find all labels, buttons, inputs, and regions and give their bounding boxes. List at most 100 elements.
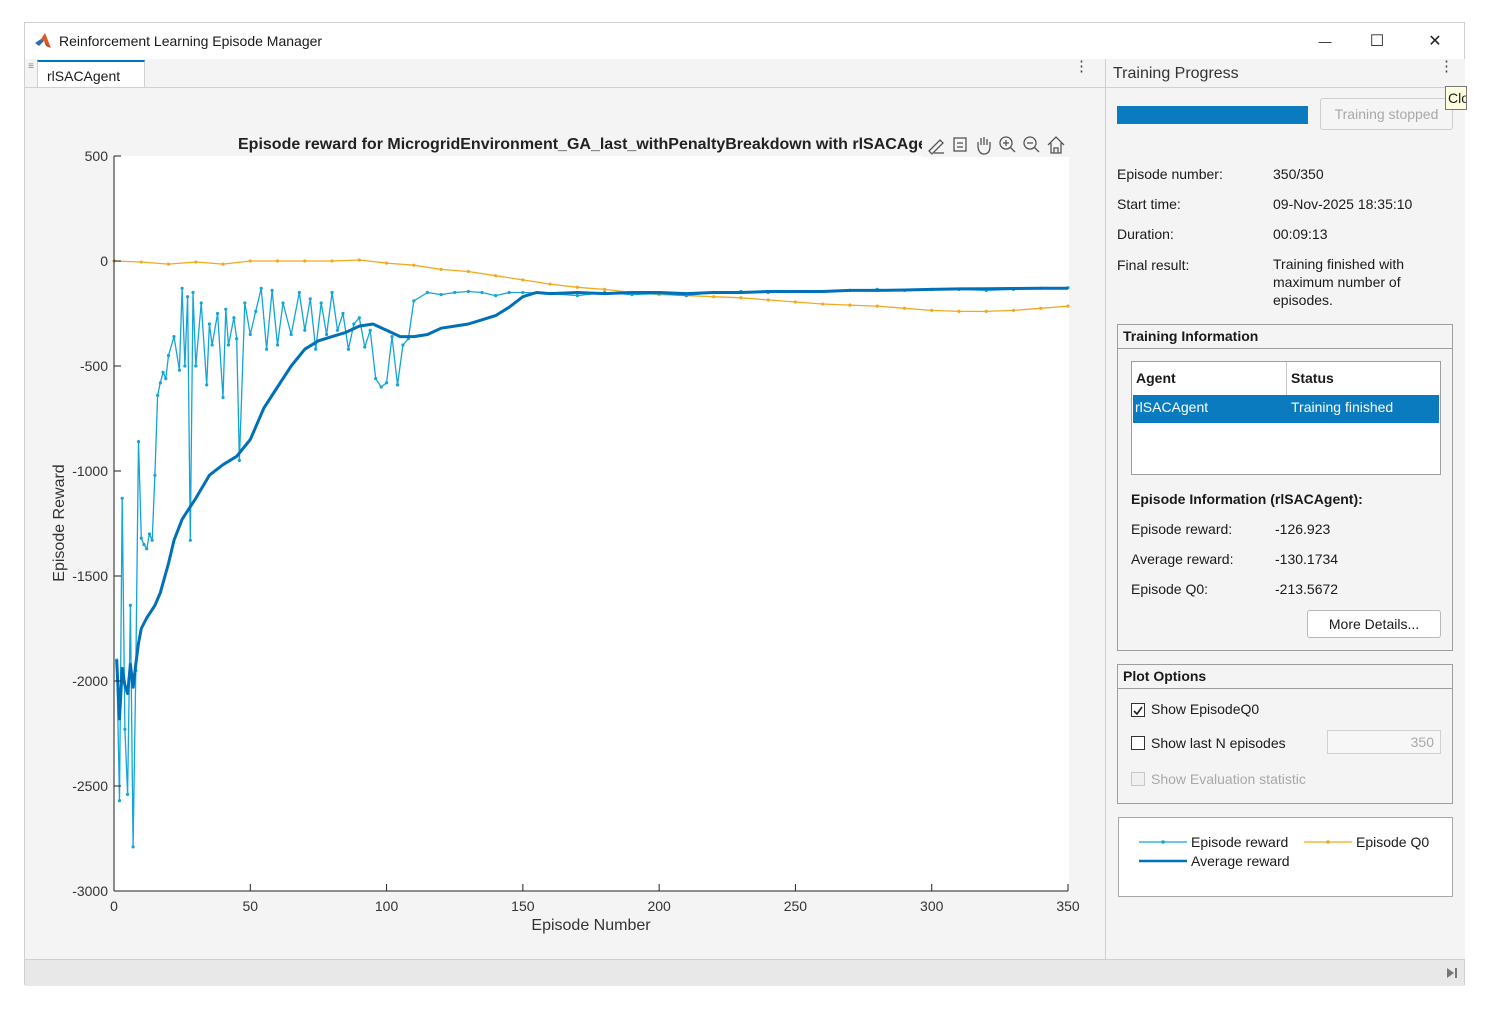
- show-evaluation-checkbox[interactable]: [1131, 772, 1145, 786]
- close-button[interactable]: ✕: [1412, 23, 1458, 59]
- episode-reward-chart[interactable]: Episode reward for MicrogridEnvironment_…: [25, 88, 1105, 959]
- point-episode-reward: [494, 294, 498, 298]
- point-episode-reward: [221, 395, 225, 400]
- duration-value: 00:09:13: [1273, 226, 1328, 242]
- table-row[interactable]: rlSACAgent Training finished: [1133, 395, 1439, 423]
- axes-toolbar[interactable]: [928, 136, 1065, 155]
- point-episode-reward: [145, 547, 149, 551]
- plot-legend: Episode reward Episode Q0 Average reward: [1118, 817, 1453, 897]
- pan-icon[interactable]: [977, 137, 991, 155]
- point-episode-reward: [147, 532, 152, 536]
- legend-episode-reward-text: Episode reward: [1191, 834, 1288, 850]
- point-episode-reward: [235, 337, 239, 341]
- point-episode-q0: [793, 300, 798, 304]
- maximize-icon: ☐: [1369, 33, 1385, 50]
- point-episode-reward: [308, 297, 312, 301]
- legend-episode-q0-marker: [1326, 840, 1330, 844]
- point-episode-reward: [453, 290, 457, 295]
- tab-rlsacagent[interactable]: rlSACAgent: [37, 60, 145, 87]
- point-episode-q0: [275, 259, 280, 263]
- brush-icon[interactable]: [928, 139, 944, 155]
- point-episode-q0: [466, 269, 470, 274]
- axes-background: [114, 156, 1069, 891]
- point-episode-reward: [153, 473, 157, 477]
- tab-label: rlSACAgent: [47, 68, 121, 84]
- agent-status-table[interactable]: Agent Status rlSACAgent Training finishe…: [1131, 361, 1441, 475]
- maximize-button[interactable]: ☐: [1354, 23, 1400, 59]
- plot-options-group: Plot Options Show EpisodeQ0 Show last N …: [1117, 664, 1453, 804]
- panel-divider[interactable]: [1105, 59, 1106, 985]
- agent-column-header[interactable]: Agent: [1132, 362, 1287, 395]
- point-episode-q0: [984, 309, 988, 313]
- show-episodeq0-checkbox[interactable]: [1131, 703, 1145, 717]
- point-episode-reward: [226, 343, 231, 347]
- x-axis-label: Episode Number: [531, 917, 651, 934]
- average-reward-value: -130.1734: [1275, 551, 1339, 567]
- point-episode-q0: [194, 260, 198, 264]
- title-bar[interactable]: Reinforcement Learning Episode Manager —…: [25, 23, 1464, 59]
- point-episode-q0: [957, 309, 961, 313]
- point-episode-q0: [875, 304, 879, 308]
- point-episode-reward: [139, 536, 143, 540]
- point-episode-reward: [254, 309, 258, 313]
- chart-title: Episode reward for MicrogridEnvironment_…: [238, 136, 927, 153]
- point-episode-reward: [480, 290, 484, 295]
- start-time-value: 09-Nov-2025 18:35:10: [1273, 196, 1413, 212]
- episode-number-value: 350/350: [1273, 166, 1324, 182]
- show-episodeq0-label[interactable]: Show EpisodeQ0: [1151, 701, 1260, 717]
- start-time-label: Start time:: [1117, 196, 1181, 212]
- point-episode-reward: [248, 332, 252, 337]
- tab-menu-kebab-icon[interactable]: ⋮: [1074, 58, 1089, 75]
- panel-title: Training Progress: [1113, 65, 1239, 82]
- point-episode-reward: [194, 364, 198, 368]
- point-episode-reward: [210, 343, 214, 347]
- point-episode-reward: [161, 370, 165, 374]
- zoom-out-icon[interactable]: [1023, 136, 1040, 153]
- more-details-button[interactable]: More Details...: [1307, 610, 1441, 638]
- point-episode-reward: [384, 381, 389, 385]
- point-episode-reward: [166, 353, 171, 358]
- training-progress-panel: Training Progress ⋮ Training stopped Epi…: [1106, 59, 1465, 959]
- average-reward-label: Average reward:: [1131, 551, 1234, 567]
- point-episode-reward: [270, 288, 274, 292]
- legend-average-reward-text: Average reward: [1191, 853, 1290, 869]
- plot-options-heading: Plot Options: [1123, 668, 1207, 684]
- last-n-episodes-field[interactable]: 350: [1327, 730, 1441, 754]
- point-episode-reward: [131, 845, 135, 849]
- episode-number-label: Episode number:: [1117, 166, 1223, 182]
- show-last-n-checkbox[interactable]: [1131, 736, 1145, 750]
- stop-training-button[interactable]: Training stopped: [1320, 98, 1453, 130]
- duration-label: Duration:: [1117, 226, 1174, 242]
- point-episode-reward: [335, 328, 340, 332]
- zoom-in-icon[interactable]: [999, 136, 1016, 153]
- panel-menu-kebab-icon[interactable]: ⋮: [1439, 58, 1454, 75]
- final-result-label: Final result:: [1117, 257, 1190, 273]
- home-icon[interactable]: [1047, 136, 1065, 154]
- point-episode-q0: [1039, 306, 1043, 310]
- show-last-n-label[interactable]: Show last N episodes: [1151, 735, 1286, 751]
- point-episode-reward: [136, 440, 141, 444]
- point-episode-reward: [265, 347, 269, 351]
- datatip-icon[interactable]: [953, 137, 967, 152]
- series-line-average-reward: [115, 286, 1068, 721]
- point-episode-q0: [902, 306, 907, 310]
- training-information-header: Training Information: [1118, 325, 1452, 349]
- point-episode-reward: [412, 299, 416, 303]
- expand-panel-icon[interactable]: [1446, 967, 1458, 979]
- point-episode-reward: [289, 332, 293, 337]
- point-episode-reward: [401, 343, 405, 347]
- checkmark-icon: [1133, 706, 1143, 716]
- point-episode-q0: [848, 303, 852, 307]
- point-episode-reward: [303, 328, 307, 332]
- point-episode-reward: [521, 290, 525, 295]
- show-evaluation-label[interactable]: Show Evaluation statistic: [1151, 771, 1306, 787]
- status-column-header[interactable]: Status: [1291, 370, 1334, 386]
- drag-grip-icon[interactable]: ≡: [28, 61, 34, 72]
- panel-header: Training Progress ⋮: [1106, 59, 1465, 88]
- point-episode-reward: [183, 364, 187, 368]
- point-episode-reward: [120, 496, 124, 500]
- minimize-button[interactable]: —: [1302, 23, 1348, 59]
- point-episode-q0: [439, 267, 443, 271]
- point-episode-reward: [237, 458, 241, 463]
- point-episode-q0: [930, 308, 934, 312]
